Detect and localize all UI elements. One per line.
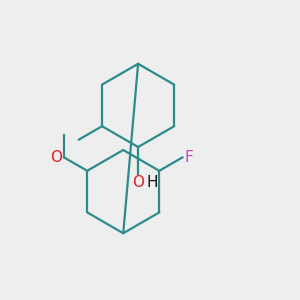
Text: O: O [51,150,63,165]
Text: H: H [146,175,158,190]
Text: F: F [185,150,194,165]
Text: O: O [132,175,144,190]
